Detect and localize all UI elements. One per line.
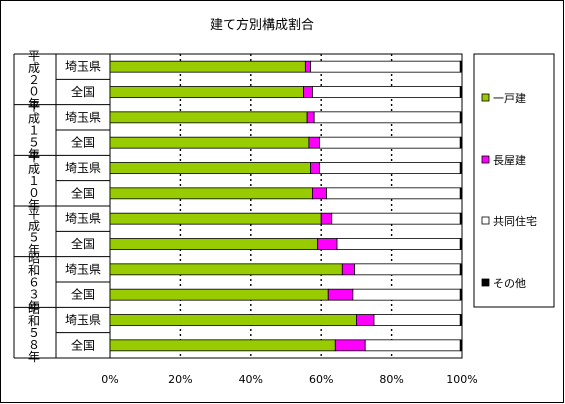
bar-segment (317, 238, 338, 250)
x-tick-label: 100% (446, 373, 477, 386)
bar-segment (109, 339, 336, 352)
bar-segment (109, 162, 312, 174)
row-label: 全国 (71, 236, 95, 251)
row-label: 全国 (71, 287, 95, 302)
legend-swatch (481, 278, 490, 287)
group-label: 昭和５８年 (27, 303, 41, 363)
legend-swatch (481, 93, 490, 102)
bar-segment (364, 339, 461, 352)
bar-segment (308, 136, 320, 149)
bar-segment (109, 86, 305, 98)
bar-segment (109, 238, 319, 250)
row-label: 埼玉県 (65, 262, 101, 276)
bar-segment (459, 187, 463, 200)
group-label: 昭和６３年 (27, 252, 41, 312)
bar-segment (109, 136, 310, 149)
bar-segment (311, 86, 461, 98)
bar-segment (327, 288, 354, 301)
bar-segment (336, 238, 461, 250)
row-label: 全国 (71, 84, 95, 99)
bar-segment (459, 314, 463, 326)
bar-segment (459, 86, 463, 98)
group-label: 平成１０年 (27, 151, 41, 211)
bar-segment (306, 111, 315, 124)
legend-swatch (481, 216, 490, 225)
legend-swatch (481, 155, 490, 164)
grid (179, 54, 393, 358)
bar-segment (313, 111, 461, 124)
bar-segment (326, 187, 461, 200)
bar-segment (304, 60, 312, 73)
legend-label: 共同住宅 (493, 214, 537, 228)
bar-segment (459, 60, 463, 73)
row-label: 埼玉県 (65, 313, 101, 327)
x-tick-label: 20% (168, 373, 192, 386)
x-tick-label: 80% (379, 373, 403, 386)
bar-segment (303, 86, 313, 98)
bar-segment (459, 238, 463, 250)
bar-segment (109, 212, 322, 225)
x-tick-label: 0% (101, 373, 118, 386)
bar-segment (459, 288, 463, 301)
x-tick-label: 40% (239, 373, 263, 386)
legend-label: その他 (493, 277, 526, 290)
row-label: 全国 (71, 337, 95, 352)
x-axis-ticks: 0% 20% 40% 60% 80% 100% (101, 373, 477, 386)
bar-segment (459, 212, 463, 225)
row-label: 全国 (71, 185, 95, 200)
plot-area (109, 53, 463, 359)
bar-segment (459, 263, 463, 276)
bar-segment (459, 339, 463, 352)
group-label: 平成５年 (27, 207, 41, 255)
x-tick-label: 60% (309, 373, 333, 386)
row-label: 埼玉県 (65, 212, 101, 226)
bar-segment (320, 212, 333, 225)
row-label: 埼玉県 (65, 161, 101, 175)
bar-segment (459, 111, 463, 124)
bar-segment (109, 314, 357, 326)
bar-segment (310, 60, 461, 73)
bar-segment (331, 212, 461, 225)
chart-title: 建て方別構成割合 (210, 17, 314, 33)
bar-segment (459, 136, 463, 149)
legend-label: 長屋建 (493, 153, 526, 167)
bar-segment (109, 111, 308, 124)
bar-segment (355, 314, 375, 326)
bar-segment (334, 339, 366, 352)
bar-segment (354, 263, 461, 276)
bar-segment (341, 263, 356, 276)
bars (109, 60, 463, 352)
legend-label: 一戸建 (493, 91, 526, 105)
bar-segment (311, 187, 327, 200)
row-label: 埼玉県 (65, 60, 101, 74)
bar-segment (109, 263, 343, 276)
row-label: 全国 (71, 135, 95, 150)
bar-segment (319, 162, 461, 174)
bar-segment (319, 136, 461, 149)
bar-segment (373, 314, 461, 326)
group-label: 平成２０年 (27, 49, 41, 109)
group-label: 平成１５年 (27, 100, 41, 160)
bar-segment (352, 288, 461, 301)
row-label: 埼玉県 (65, 110, 101, 124)
bar-segment (109, 60, 306, 73)
bar-segment (109, 187, 313, 200)
bar-segment (459, 162, 463, 174)
bar-segment (310, 162, 320, 174)
bar-segment (109, 288, 329, 301)
